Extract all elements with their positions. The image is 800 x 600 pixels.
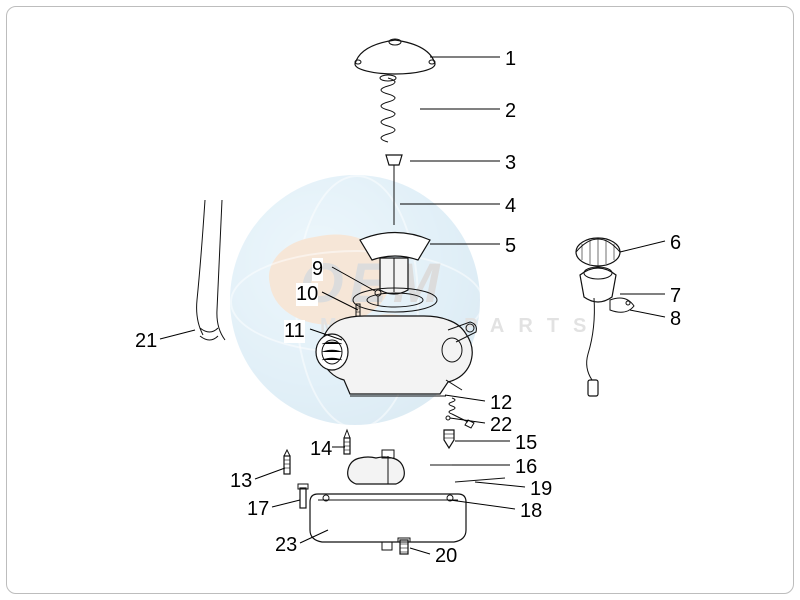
part-9-screw [375,290,381,306]
callout-9: 9 [312,258,323,281]
part-13-main-jet [284,450,290,474]
part-21-hoses [197,200,225,340]
leader-line [620,241,665,252]
leader-line [475,482,525,487]
callout-17: 17 [247,498,269,521]
callout-15: 15 [515,432,537,455]
leader-line [410,548,430,554]
part-1-cap [355,39,435,74]
part-7-starter-body [580,267,616,396]
part-14-pilot-jet [344,430,350,454]
part-11-carb-body [316,288,476,396]
leader-line [160,330,195,339]
leader-line [332,267,375,291]
part-22-screw-tip [446,416,450,420]
part-23-float-bowl [310,494,466,550]
leader-line [630,310,665,317]
part-15-float-needle [444,430,454,448]
part-18-float [348,450,405,484]
callout-21: 21 [135,330,157,353]
callout-19: 19 [530,478,552,501]
callout-16: 16 [515,456,537,479]
leader-line [445,395,485,401]
part-17-needle-jet [298,484,308,508]
part-19-tube [455,478,505,482]
callout-13: 13 [230,470,252,493]
callout-3: 3 [505,152,516,175]
callout-12: 12 [490,392,512,415]
callout-6: 6 [670,232,681,255]
callout-23: 23 [275,534,297,557]
callout-1: 1 [505,48,516,71]
part-20-drain-screw [398,538,410,554]
leader-line [322,292,358,310]
callout-18: 18 [520,500,542,523]
callout-14: 14 [310,438,332,461]
callout-11: 11 [284,320,305,343]
callout-8: 8 [670,308,681,331]
callout-7: 7 [670,285,681,308]
part-12-idle-screw [449,398,474,428]
callout-10: 10 [296,283,318,306]
callout-2: 2 [505,100,516,123]
callout-20: 20 [435,545,457,568]
callout-5: 5 [505,235,516,258]
part-5-diaphragm [360,233,430,295]
callout-4: 4 [505,195,516,218]
part-6-starter-boot [576,238,620,266]
callout-22: 22 [490,414,512,437]
part-3-retainer [386,155,402,175]
leader-line [255,468,285,479]
leader-line [272,500,300,507]
part-2-spring [380,75,396,142]
